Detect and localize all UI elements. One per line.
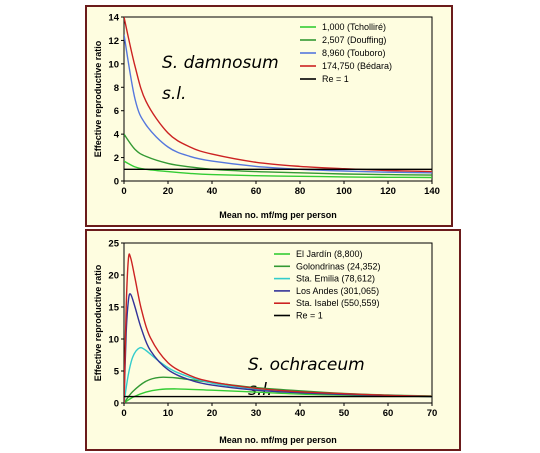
x-tick-label: 70 [427,408,438,419]
x-tick-label: 20 [163,186,174,197]
x-tick-label: 140 [424,186,440,197]
y-tick-label: 10 [108,335,119,346]
legend-label: Los Andes (301,065) [296,286,379,296]
legend-label: El Jardín (8,800) [296,249,363,259]
series-line [124,34,432,174]
legend-label: 2,507 (Douffing) [322,35,386,45]
plot-area [123,242,433,404]
x-tick-label: 40 [295,408,306,419]
series-line [124,253,432,403]
y-tick-label: 2 [114,153,119,164]
y-tick-label: 0 [114,177,119,188]
series-line [124,293,432,403]
x-tick-label: 100 [336,186,352,197]
x-tick-label: 60 [251,186,262,197]
x-tick-label: 30 [251,408,262,419]
legend-label: Re = 1 [322,74,349,84]
series-group [124,16,432,179]
x-tick-label: 120 [380,186,396,197]
series-group [124,253,432,403]
y-tick-label: 5 [114,367,120,378]
x-axis-label: Mean no. mf/mg per person [219,435,337,445]
x-axis-label: Mean no. mf/mg per person [219,210,337,220]
y-axis-label: Effective reproductive ratio [93,40,103,157]
legend-label: Golondrinas (24,352) [296,261,381,271]
x-tick-label: 40 [207,186,218,197]
chart-ochraceum: 0 5 10 15 20 25 0 10 20 30 40 50 60 70 Mean no. mf/mg … [93,239,437,446]
x-tick-label: 80 [295,186,306,197]
y-axis-label: Effective reproductive ratio [93,264,103,381]
plot-area [123,16,433,182]
y-tick-label: 12 [108,36,119,47]
y-tick-label: 6 [114,106,119,117]
legend-label: 8,960 (Touboro) [322,48,386,58]
species-annotation: S. damnosum [162,53,279,73]
x-tick-label: 10 [163,408,174,419]
x-tick-label: 0 [121,186,126,197]
species-annotation: s.l. [162,84,186,104]
y-tick-label: 4 [114,130,120,141]
y-tick-label: 8 [114,83,119,94]
x-tick-label: 50 [339,408,350,419]
y-tick-label: 25 [108,239,119,250]
x-tick-label: 60 [383,408,394,419]
x-tick-label: 20 [207,408,218,419]
legend-label: Sta. Isabel (550,559) [296,298,380,308]
legend-label: Re = 1 [296,311,323,321]
y-tick-label: 20 [108,271,119,282]
legend-label: 174,750 (Bédara) [322,61,392,71]
y-tick-label: 14 [108,13,119,24]
y-tick-label: 0 [114,399,119,410]
legend-label: 1,000 (Tcholliré) [322,22,386,32]
y-tick-label: 10 [108,59,119,70]
legend-label: Sta. Emilia (78,612) [296,274,375,284]
y-tick-label: 15 [108,303,119,314]
species-annotation: S. ochraceum [248,355,365,375]
x-tick-label: 0 [121,408,126,419]
